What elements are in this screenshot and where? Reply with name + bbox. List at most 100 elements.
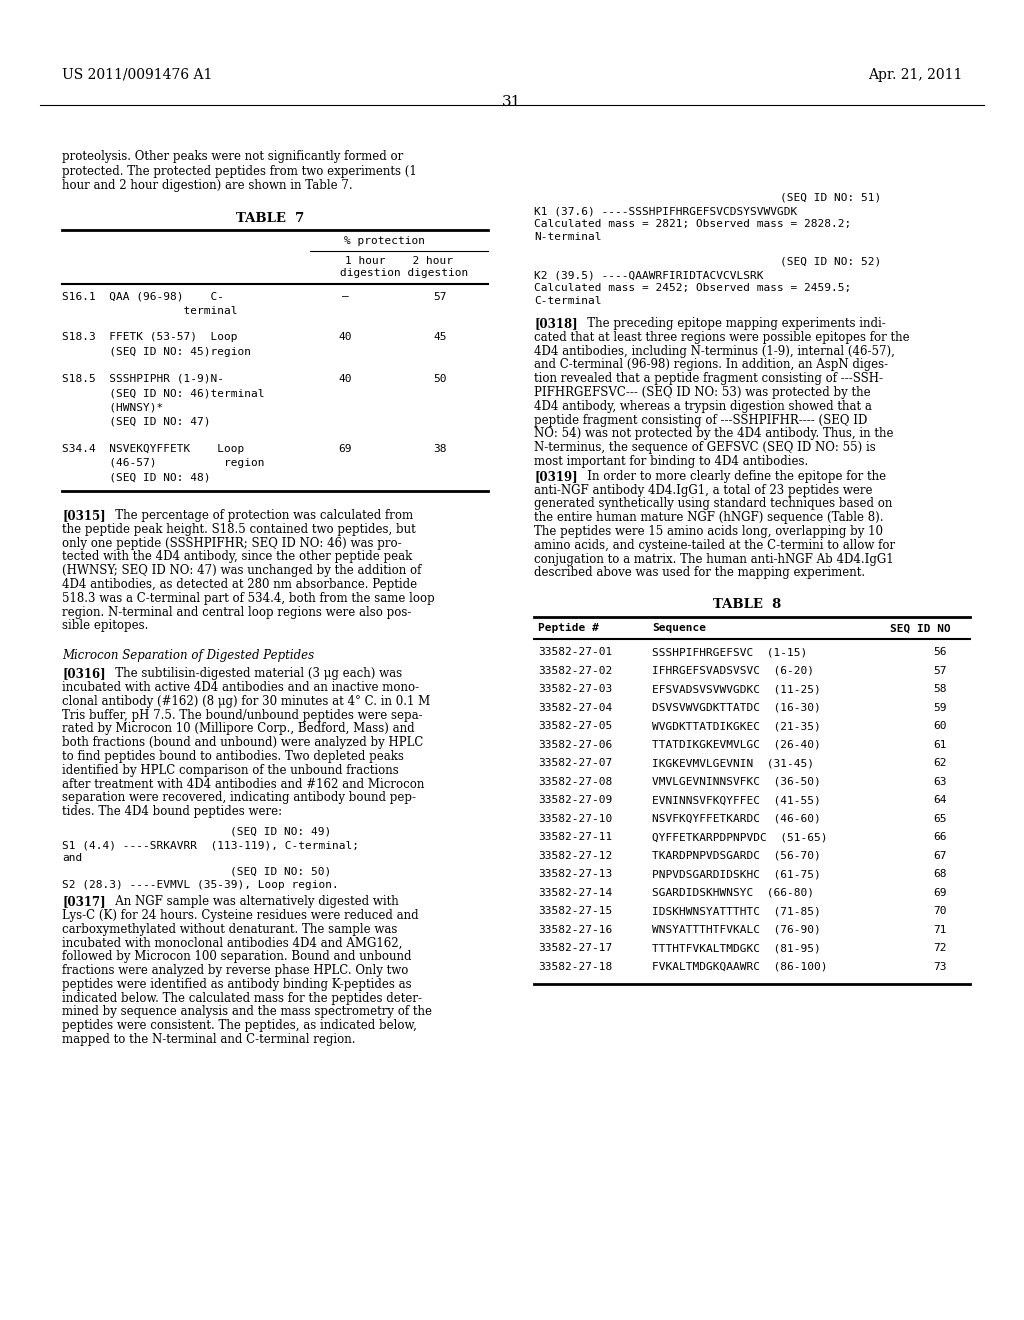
Text: separation were recovered, indicating antibody bound pep-: separation were recovered, indicating an… (62, 792, 416, 804)
Text: 33582-27-12: 33582-27-12 (538, 850, 612, 861)
Text: K2 (39.5) ----QAAWRFIRIDTACVCVLSRK: K2 (39.5) ----QAAWRFIRIDTACVCVLSRK (534, 271, 764, 280)
Text: TABLE  7: TABLE 7 (236, 211, 304, 224)
Text: indicated below. The calculated mass for the peptides deter-: indicated below. The calculated mass for… (62, 991, 422, 1005)
Text: (SEQ ID NO: 46)terminal: (SEQ ID NO: 46)terminal (62, 388, 264, 399)
Text: 33582-27-01: 33582-27-01 (538, 647, 612, 657)
Text: 33582-27-15: 33582-27-15 (538, 907, 612, 916)
Text: 59: 59 (933, 702, 947, 713)
Text: 72: 72 (933, 944, 947, 953)
Text: IKGKEVMVLGEVNIN  (31-45): IKGKEVMVLGEVNIN (31-45) (652, 758, 814, 768)
Text: 69: 69 (338, 444, 352, 454)
Text: conjugation to a matrix. The human anti-hNGF Ab 4D4.IgG1: conjugation to a matrix. The human anti-… (534, 553, 894, 565)
Text: anti-NGF antibody 4D4.IgG1, a total of 23 peptides were: anti-NGF antibody 4D4.IgG1, a total of 2… (534, 483, 872, 496)
Text: Sequence: Sequence (652, 623, 706, 634)
Text: Lys-C (K) for 24 hours. Cysteine residues were reduced and: Lys-C (K) for 24 hours. Cysteine residue… (62, 908, 419, 921)
Text: The subtilisin-digested material (3 μg each) was: The subtilisin-digested material (3 μg e… (104, 667, 402, 680)
Text: and C-terminal (96-98) regions. In addition, an AspN diges-: and C-terminal (96-98) regions. In addit… (534, 359, 888, 371)
Text: (SEQ ID NO: 49): (SEQ ID NO: 49) (230, 828, 331, 837)
Text: the peptide peak height. S18.5 contained two peptides, but: the peptide peak height. S18.5 contained… (62, 523, 416, 536)
Text: (SEQ ID NO: 51): (SEQ ID NO: 51) (780, 193, 882, 203)
Text: EVNINNSVFKQYFFEC  (41-55): EVNINNSVFKQYFFEC (41-55) (652, 795, 821, 805)
Text: region. N-terminal and central loop regions were also pos-: region. N-terminal and central loop regi… (62, 606, 412, 619)
Text: carboxymethylated without denaturant. The sample was: carboxymethylated without denaturant. Th… (62, 923, 397, 936)
Text: 33582-27-04: 33582-27-04 (538, 702, 612, 713)
Text: 57: 57 (933, 665, 947, 676)
Text: TABLE  8: TABLE 8 (713, 598, 781, 611)
Text: and: and (62, 853, 82, 863)
Text: sible epitopes.: sible epitopes. (62, 619, 148, 632)
Text: US 2011/0091476 A1: US 2011/0091476 A1 (62, 69, 212, 82)
Text: tion revealed that a peptide fragment consisting of ---SSH-: tion revealed that a peptide fragment co… (534, 372, 883, 385)
Text: terminal: terminal (62, 306, 238, 315)
Text: after treatment with 4D4 antibodies and #162 and Microcon: after treatment with 4D4 antibodies and … (62, 777, 424, 791)
Text: 4D4 antibody, whereas a trypsin digestion showed that a: 4D4 antibody, whereas a trypsin digestio… (534, 400, 871, 413)
Text: S18.5  SSSHPIPHR (1-9)N-: S18.5 SSSHPIPHR (1-9)N- (62, 374, 224, 384)
Text: S2 (28.3) ----EVMVL (35-39), Loop region.: S2 (28.3) ----EVMVL (35-39), Loop region… (62, 880, 339, 890)
Text: WNSYATTTHTFVKALC  (76-90): WNSYATTTHTFVKALC (76-90) (652, 925, 821, 935)
Text: 68: 68 (933, 869, 947, 879)
Text: [0317]: [0317] (62, 895, 105, 908)
Text: NSVFKQYFFETKARDC  (46-60): NSVFKQYFFETKARDC (46-60) (652, 813, 821, 824)
Text: mined by sequence analysis and the mass spectrometry of the: mined by sequence analysis and the mass … (62, 1006, 432, 1019)
Text: 67: 67 (933, 850, 947, 861)
Text: The peptides were 15 amino acids long, overlapping by 10: The peptides were 15 amino acids long, o… (534, 525, 883, 539)
Text: Microcon Separation of Digested Peptides: Microcon Separation of Digested Peptides (62, 649, 314, 663)
Text: 57: 57 (433, 292, 446, 301)
Text: 33582-27-09: 33582-27-09 (538, 795, 612, 805)
Text: S16.1  QAA (96-98)    C-: S16.1 QAA (96-98) C- (62, 292, 224, 301)
Text: 63: 63 (933, 776, 947, 787)
Text: peptide fragment consisting of ---SSHPIFHR---- (SEQ ID: peptide fragment consisting of ---SSHPIF… (534, 413, 867, 426)
Text: 33582-27-06: 33582-27-06 (538, 739, 612, 750)
Text: only one peptide (SSSHPIFHR; SEQ ID NO: 46) was pro-: only one peptide (SSSHPIFHR; SEQ ID NO: … (62, 537, 401, 549)
Text: (46-57)          region: (46-57) region (62, 458, 264, 469)
Text: clonal antibody (#162) (8 μg) for 30 minutes at 4° C. in 0.1 M: clonal antibody (#162) (8 μg) for 30 min… (62, 694, 430, 708)
Text: 33582-27-14: 33582-27-14 (538, 888, 612, 898)
Text: described above was used for the mapping experiment.: described above was used for the mapping… (534, 566, 865, 579)
Text: PIFHRGEFSVC--- (SEQ ID NO: 53) was protected by the: PIFHRGEFSVC--- (SEQ ID NO: 53) was prote… (534, 385, 870, 399)
Text: 1 hour    2 hour: 1 hour 2 hour (345, 256, 453, 265)
Text: peptides were consistent. The peptides, as indicated below,: peptides were consistent. The peptides, … (62, 1019, 417, 1032)
Text: QYFFETKARPDPNPVDC  (51-65): QYFFETKARPDPNPVDC (51-65) (652, 832, 827, 842)
Text: [0318]: [0318] (534, 317, 578, 330)
Text: mapped to the N-terminal and C-terminal region.: mapped to the N-terminal and C-terminal … (62, 1034, 355, 1045)
Text: TKARDPNPVDSGARDC  (56-70): TKARDPNPVDSGARDC (56-70) (652, 850, 821, 861)
Text: Calculated mass = 2452; Observed mass = 2459.5;: Calculated mass = 2452; Observed mass = … (534, 282, 851, 293)
Text: C-terminal: C-terminal (534, 296, 601, 306)
Text: peptides were identified as antibody binding K-peptides as: peptides were identified as antibody bin… (62, 978, 412, 991)
Text: 45: 45 (433, 333, 446, 342)
Text: VMVLGEVNINNSVFKC  (36-50): VMVLGEVNINNSVFKC (36-50) (652, 776, 821, 787)
Text: 69: 69 (933, 888, 947, 898)
Text: identified by HPLC comparison of the unbound fractions: identified by HPLC comparison of the unb… (62, 764, 398, 776)
Text: 61: 61 (933, 739, 947, 750)
Text: 58: 58 (933, 684, 947, 694)
Text: K1 (37.6) ----SSSHPIFHRGEFSVCDSYSVWVGDK: K1 (37.6) ----SSSHPIFHRGEFSVCDSYSVWVGDK (534, 206, 798, 216)
Text: NO: 54) was not protected by the 4D4 antibody. Thus, in the: NO: 54) was not protected by the 4D4 ant… (534, 428, 894, 441)
Text: (HWNSY)*: (HWNSY)* (62, 403, 163, 412)
Text: 4D4 antibodies, as detected at 280 nm absorbance. Peptide: 4D4 antibodies, as detected at 280 nm ab… (62, 578, 417, 591)
Text: 50: 50 (433, 374, 446, 384)
Text: generated synthetically using standard techniques based on: generated synthetically using standard t… (534, 498, 892, 511)
Text: TTATDIKGKEVMVLGC  (26-40): TTATDIKGKEVMVLGC (26-40) (652, 739, 821, 750)
Text: WVGDKTTATDIKGKEC  (21-35): WVGDKTTATDIKGKEC (21-35) (652, 721, 821, 731)
Text: (SEQ ID NO: 47): (SEQ ID NO: 47) (62, 417, 211, 426)
Text: (HWNSY; SEQ ID NO: 47) was unchanged by the addition of: (HWNSY; SEQ ID NO: 47) was unchanged by … (62, 564, 421, 577)
Text: 73: 73 (933, 962, 947, 972)
Text: 33582-27-17: 33582-27-17 (538, 944, 612, 953)
Text: (SEQ ID NO: 50): (SEQ ID NO: 50) (230, 867, 331, 876)
Text: 33582-27-05: 33582-27-05 (538, 721, 612, 731)
Text: 70: 70 (933, 907, 947, 916)
Text: proteolysis. Other peaks were not significantly formed or: proteolysis. Other peaks were not signif… (62, 150, 403, 162)
Text: 60: 60 (933, 721, 947, 731)
Text: 40: 40 (338, 374, 352, 384)
Text: S1 (4.4) ----SRKAVRR  (113-119), C-terminal;: S1 (4.4) ----SRKAVRR (113-119), C-termin… (62, 840, 359, 850)
Text: 64: 64 (933, 795, 947, 805)
Text: tected with the 4D4 antibody, since the other peptide peak: tected with the 4D4 antibody, since the … (62, 550, 413, 564)
Text: to find peptides bound to antibodies. Two depleted peaks: to find peptides bound to antibodies. Tw… (62, 750, 403, 763)
Text: fractions were analyzed by reverse phase HPLC. Only two: fractions were analyzed by reverse phase… (62, 964, 409, 977)
Text: incubated with active 4D4 antibodies and an inactive mono-: incubated with active 4D4 antibodies and… (62, 681, 419, 694)
Text: 31: 31 (503, 95, 521, 110)
Text: S34.4  NSVEKQYFFETK    Loop: S34.4 NSVEKQYFFETK Loop (62, 444, 245, 454)
Text: 33582-27-02: 33582-27-02 (538, 665, 612, 676)
Text: [0316]: [0316] (62, 667, 105, 680)
Text: digestion digestion: digestion digestion (340, 268, 468, 277)
